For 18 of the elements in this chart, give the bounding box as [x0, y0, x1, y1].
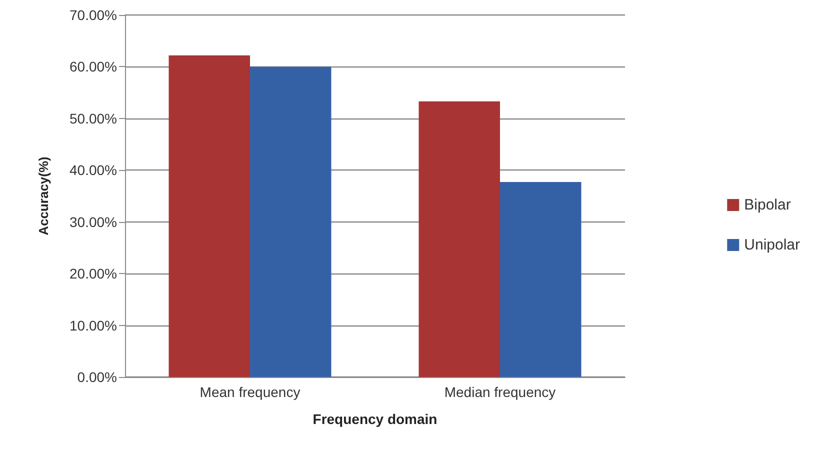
legend-label: Unipolar — [744, 236, 800, 254]
y-tick-label: 0.00% — [77, 369, 117, 385]
bar — [500, 182, 582, 377]
y-axis-title: Accuracy(%) — [36, 156, 51, 236]
bar — [250, 66, 332, 377]
bar — [168, 55, 250, 377]
y-tick-label: 30.00% — [70, 214, 117, 230]
x-tick-label: Median frequency — [444, 384, 556, 400]
legend-label: Bipolar — [744, 196, 791, 214]
y-tick-label: 40.00% — [70, 162, 117, 178]
x-axis-title: Frequency domain — [312, 411, 438, 427]
bar — [418, 101, 500, 377]
y-tick-label: 60.00% — [70, 58, 117, 75]
x-tick-label: Mean frequency — [200, 384, 300, 400]
y-tick-label: 50.00% — [70, 110, 117, 126]
y-tick-label: 20.00% — [70, 266, 117, 282]
y-tick-label: 10.00% — [70, 317, 117, 334]
y-tick-label: 70.00% — [70, 7, 117, 23]
